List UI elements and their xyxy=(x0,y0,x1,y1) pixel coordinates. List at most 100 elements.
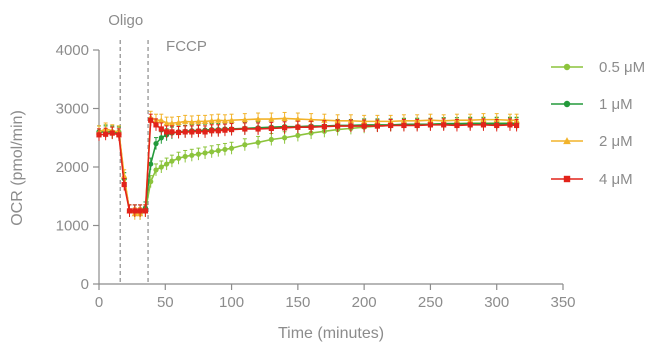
data-point xyxy=(441,122,447,128)
data-point xyxy=(188,118,195,125)
legend-marker xyxy=(563,175,571,183)
data-point xyxy=(335,123,341,129)
data-point xyxy=(175,155,182,161)
legend-marker xyxy=(563,137,571,145)
data-point xyxy=(242,126,248,132)
data-point xyxy=(109,130,115,136)
data-point xyxy=(361,123,367,129)
data-point xyxy=(388,122,394,129)
y-tick-label: 0 xyxy=(81,276,89,293)
data-point xyxy=(153,122,159,128)
x-axis-title: Time (minutes) xyxy=(278,325,384,342)
annotation-label: FCCP xyxy=(166,38,207,55)
data-point xyxy=(148,161,154,167)
data-point xyxy=(255,126,261,132)
legend-item: 2 μM xyxy=(551,133,633,150)
data-point xyxy=(215,117,222,123)
data-point xyxy=(175,119,182,126)
data-point xyxy=(514,122,520,129)
data-point xyxy=(254,115,262,122)
x-tick-label: 0 xyxy=(95,294,103,311)
x-tick-label: 300 xyxy=(484,294,509,311)
data-point xyxy=(215,148,221,154)
data-point xyxy=(268,125,274,131)
legend-label: 0.5 μM xyxy=(599,59,645,76)
axes: 0 50 100 150 200 250 300 350 0 1000 2000 3000 4000 xyxy=(56,42,576,311)
data-point xyxy=(268,136,274,143)
data-point xyxy=(189,152,195,158)
data-point xyxy=(164,161,170,167)
data-point xyxy=(158,164,164,170)
series-3 xyxy=(96,113,520,217)
data-point xyxy=(295,124,301,130)
data-point xyxy=(374,123,380,129)
data-point xyxy=(148,117,154,123)
data-point xyxy=(153,167,159,173)
data-point xyxy=(480,122,487,128)
data-point xyxy=(348,123,354,129)
x-tick-label: 200 xyxy=(352,294,377,311)
data-point xyxy=(321,117,328,123)
legend-marker xyxy=(563,100,571,108)
y-tick-label: 4000 xyxy=(56,42,89,59)
data-point xyxy=(202,150,208,156)
y-tick-label: 3000 xyxy=(56,101,89,118)
y-axis-title: OCR (pmol/min) xyxy=(9,110,26,226)
data-point xyxy=(241,116,248,123)
data-point xyxy=(175,129,182,136)
data-point xyxy=(116,132,122,138)
data-point xyxy=(121,181,127,188)
x-tick-label: 150 xyxy=(285,294,310,311)
data-point xyxy=(195,118,202,124)
data-point xyxy=(268,115,275,122)
data-point xyxy=(282,135,288,141)
data-point xyxy=(195,128,202,134)
y-tick-label: 2000 xyxy=(56,159,89,176)
data-point xyxy=(228,117,235,123)
data-point xyxy=(142,208,148,214)
data-point xyxy=(103,131,109,137)
legend-label: 1 μM xyxy=(599,96,633,113)
data-point xyxy=(321,124,327,130)
legend-item: 1 μM xyxy=(551,96,633,113)
legend-item: 4 μM xyxy=(551,171,633,188)
data-point xyxy=(282,125,288,131)
data-point xyxy=(168,120,176,126)
data-point xyxy=(182,129,188,135)
x-tick-label: 350 xyxy=(550,294,575,311)
annotation-label: Oligo xyxy=(108,12,143,29)
data-point xyxy=(158,135,164,141)
data-point xyxy=(158,126,164,132)
data-point xyxy=(414,122,420,129)
data-point xyxy=(96,132,102,138)
legend-label: 2 μM xyxy=(599,133,633,150)
data-point xyxy=(221,117,229,124)
data-point xyxy=(182,153,188,160)
data-point xyxy=(164,129,170,135)
data-point xyxy=(255,139,261,146)
legend: 0.5 μM 1 μM 2 μM 4 μM xyxy=(551,59,645,188)
series-0 xyxy=(96,116,520,220)
data-point xyxy=(228,145,235,151)
data-point xyxy=(308,124,314,130)
legend-marker xyxy=(563,63,571,71)
data-point xyxy=(295,132,301,139)
data-point xyxy=(126,208,133,214)
data-point xyxy=(169,129,175,135)
data-point xyxy=(494,122,500,129)
x-tick-label: 50 xyxy=(157,294,174,311)
data-point xyxy=(153,141,159,147)
data-point xyxy=(401,122,407,129)
data-point xyxy=(132,208,138,214)
data-point xyxy=(307,116,315,123)
data-point xyxy=(294,115,301,122)
series-layer xyxy=(95,110,520,220)
data-point xyxy=(209,128,215,134)
data-point xyxy=(454,122,460,129)
data-point xyxy=(189,129,195,135)
data-point xyxy=(242,142,248,148)
data-point xyxy=(195,151,202,157)
data-point xyxy=(215,128,221,134)
y-tick-label: 1000 xyxy=(56,218,89,235)
